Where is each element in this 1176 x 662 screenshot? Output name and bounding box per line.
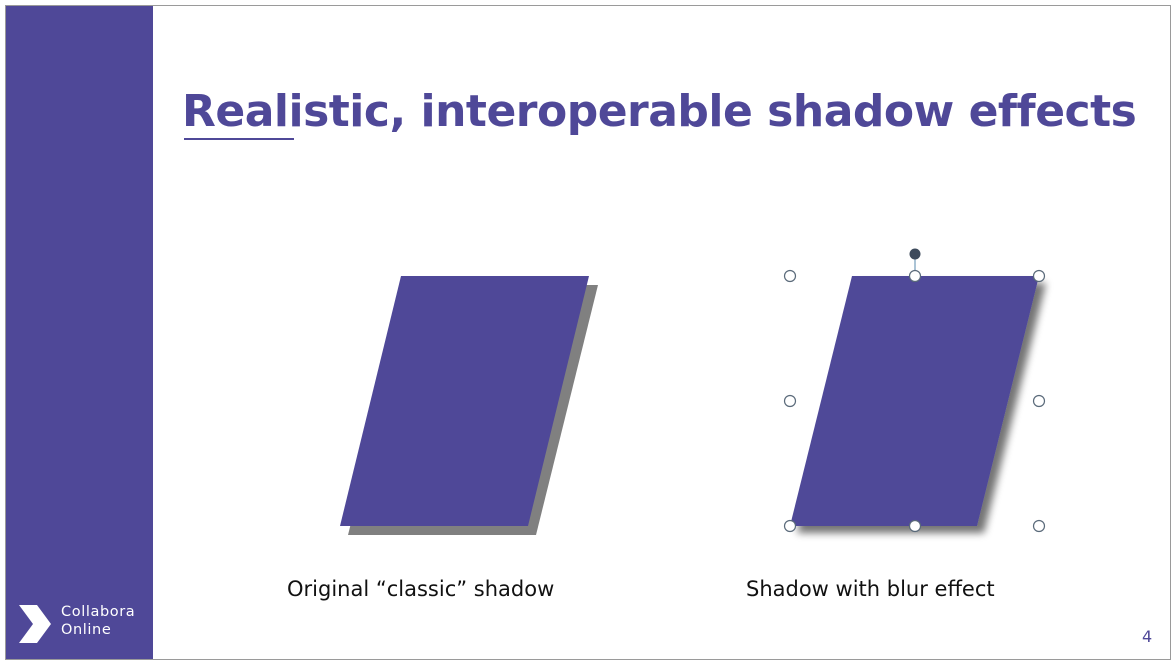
handle-bottom-right[interactable]: [1032, 519, 1046, 533]
rotation-handle[interactable]: [909, 248, 921, 260]
selection-handles[interactable]: [783, 248, 1046, 533]
shapes-canvas: [340, 248, 1046, 535]
handle-bottom-left[interactable]: [783, 519, 797, 533]
handle-top-center[interactable]: [908, 269, 922, 283]
sidebar-band: Collabora Online: [6, 6, 153, 659]
parallelogram-shape[interactable]: [790, 276, 1039, 526]
logo-text: Collabora Online: [61, 603, 135, 639]
logo-line-collabora: Collabora: [61, 604, 136, 620]
collabora-diamond-icon: [19, 605, 51, 643]
logo-line-online: Online: [61, 622, 112, 638]
handle-middle-left[interactable]: [783, 394, 797, 408]
handle-middle-right[interactable]: [1032, 394, 1046, 408]
parallelogram-shape[interactable]: [340, 276, 589, 526]
caption-classic-shadow[interactable]: Original “classic” shadow: [287, 577, 555, 601]
slide: Collabora Online Realistic, interoperabl…: [5, 5, 1171, 660]
page-number: 4: [1142, 627, 1153, 646]
handle-top-right[interactable]: [1032, 269, 1046, 283]
slide-title[interactable]: Realistic, interoperable shadow effects: [182, 86, 1137, 137]
parallelogram-classic[interactable]: [340, 276, 598, 535]
parallelogram-blur[interactable]: [790, 276, 1039, 526]
title-underline: [184, 138, 294, 140]
handle-top-left[interactable]: [783, 269, 797, 283]
caption-blur-shadow[interactable]: Shadow with blur effect: [746, 577, 995, 601]
collabora-online-logo: Collabora Online: [18, 601, 146, 649]
handle-bottom-center[interactable]: [908, 519, 922, 533]
